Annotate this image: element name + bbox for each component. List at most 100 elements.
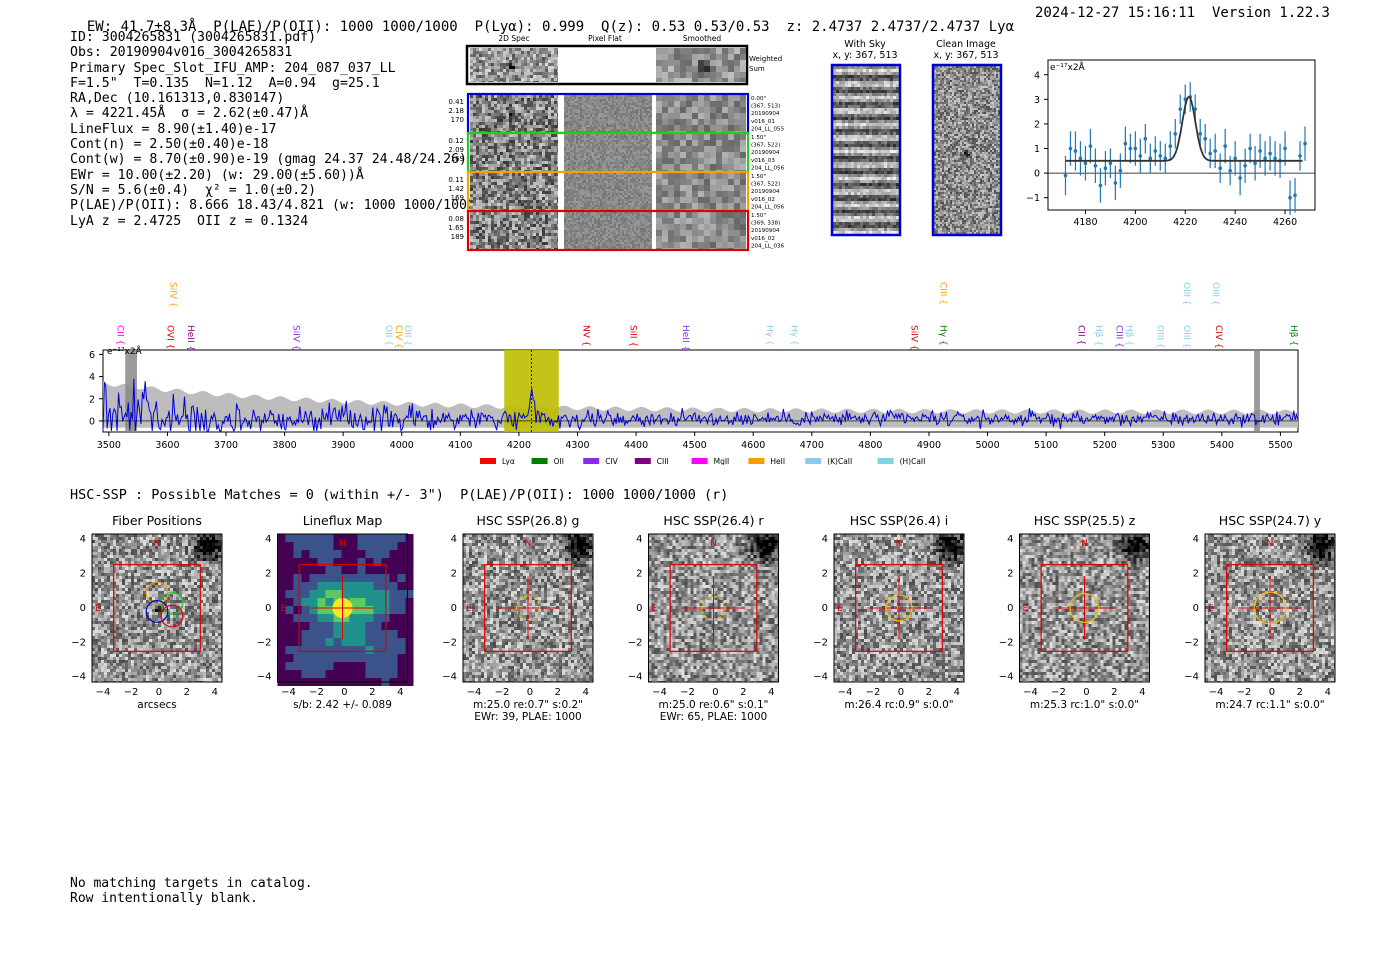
info-line: RA,Dec (10.161313,0.830147) xyxy=(70,91,483,106)
x-tick-label: 3900 xyxy=(331,440,355,451)
fiber-meta: v016_02 xyxy=(751,236,775,242)
x-tick-label: 4 xyxy=(1139,687,1145,698)
hsc-cutout-image xyxy=(1205,534,1335,682)
x-tick-label: 4600 xyxy=(741,440,765,451)
y-tick-label: 4 xyxy=(265,534,271,545)
hsc-caption: m:25.0 re:0.7" s:0.2" xyxy=(473,699,583,711)
x-tick-label: 2 xyxy=(369,687,375,698)
data-point xyxy=(1208,151,1212,156)
data-point xyxy=(1283,146,1287,151)
y-tick-label: 4 xyxy=(451,534,457,545)
x-tick-label: 3600 xyxy=(155,440,179,451)
x-tick-label: 5000 xyxy=(975,440,999,451)
legend-swatch xyxy=(748,458,765,464)
y-tick-label: 0 xyxy=(1007,603,1013,614)
y-tick-label: 1 xyxy=(1034,144,1040,155)
compass-e: E xyxy=(1023,604,1029,614)
fiber-frame xyxy=(466,209,750,252)
y-tick-label: 0 xyxy=(1193,603,1199,614)
fiber-meta: 204_LL_056 xyxy=(751,165,785,171)
x-tick-label: 4 xyxy=(583,687,589,698)
y-tick-label: 2 xyxy=(265,568,271,579)
fiber-smoothed xyxy=(656,95,746,132)
line-marker-label: SiIV { xyxy=(908,325,918,351)
x-tick-label: 2 xyxy=(740,687,746,698)
info-line: Cont(n) = 2.50(±0.40)e-18 xyxy=(70,137,483,152)
fiber-stat: 170 xyxy=(451,116,464,124)
hsc-frame xyxy=(833,533,965,683)
aperture-box xyxy=(1226,564,1314,652)
y-tick-label: 0 xyxy=(1034,169,1040,180)
hsc-panel: Fiber Positions N E −4 4 −2 2 0 0 2 −2 4 −4 arcsecs xyxy=(71,513,223,711)
data-point xyxy=(1198,131,1203,136)
aperture-circle xyxy=(701,595,726,621)
line-marker-label: OII { xyxy=(402,325,412,346)
legend-label: (H)CaII xyxy=(900,457,926,465)
x-tick-label: 4300 xyxy=(565,440,589,451)
fit-curve xyxy=(1065,95,1303,162)
y-tick-label: 4 xyxy=(822,534,828,545)
with-sky-frame xyxy=(830,63,902,237)
hsc-frame xyxy=(277,533,408,683)
fiber-circle xyxy=(145,600,169,623)
y-tick-label: 4 xyxy=(1193,534,1199,545)
data-point xyxy=(1173,131,1178,136)
data-point xyxy=(1083,161,1088,166)
x-tick-label: −2 xyxy=(866,687,881,698)
x-tick-label: 4200 xyxy=(1123,217,1147,228)
x-tick-label: 5400 xyxy=(1210,440,1234,451)
line-marker-label: CIV { xyxy=(1213,325,1223,349)
fiber-meta: 204_LL_056 xyxy=(751,204,785,210)
data-point xyxy=(1303,141,1307,146)
line-marker-label: Hγ { xyxy=(788,325,798,346)
fiber-meta: (367, 522) xyxy=(751,182,780,188)
data-point xyxy=(1193,107,1198,111)
weighted-sum-label: Weighted xyxy=(749,55,782,63)
y-tick-label: −4 xyxy=(257,672,272,683)
summary-header: EW: 41.7±8.3Å P(LAE)/P(OII): 1000 1000/1… xyxy=(70,3,1014,35)
compass-n: N xyxy=(339,539,346,549)
with-sky-image xyxy=(833,66,899,234)
y-tick-label: 2 xyxy=(1007,568,1013,579)
y-tick-label: −2 xyxy=(257,637,272,648)
x-tick-label: 4400 xyxy=(624,440,648,451)
fit-ylabel: e⁻¹⁷x2Å xyxy=(1050,61,1086,73)
footer-line: No matching targets in catalog. xyxy=(70,876,313,891)
data-point xyxy=(1228,168,1232,173)
line-marker-label: CII { xyxy=(1075,325,1085,345)
x-tick-label: 4700 xyxy=(800,440,824,451)
info-line: λ = 4221.45Å σ = 2.62(±0.47)Å xyxy=(70,106,483,121)
x-tick-label: 4 xyxy=(212,687,218,698)
data-point xyxy=(1253,161,1257,166)
weighted-2dspec xyxy=(470,48,558,82)
line-marker-label: CII { xyxy=(115,325,125,345)
hsc-cutout-image xyxy=(648,534,779,682)
fiber-meta: 0.00" xyxy=(751,96,766,102)
fiber-meta: (369, 338) xyxy=(751,221,780,227)
x-tick-label: −4 xyxy=(281,687,296,698)
data-point xyxy=(1128,146,1133,151)
y-tick-label: −2 xyxy=(628,637,643,648)
data-point xyxy=(1258,149,1262,153)
line-marker-label: OIII { xyxy=(1181,325,1191,349)
x-tick-label: 5200 xyxy=(1093,440,1117,451)
hsc-caption: EWr: 39, PLAE: 1000 xyxy=(474,711,581,723)
legend-swatch xyxy=(583,458,600,464)
compass-e: E xyxy=(1208,604,1214,614)
detection-info: ID: 3004265831 (3004265831.pdf) Obs: 2019… xyxy=(70,30,483,229)
fiber-stat: 2.18 xyxy=(448,107,464,115)
y-tick-label: 2 xyxy=(1034,119,1040,130)
error-envelope xyxy=(103,381,1298,428)
x-tick-label: 2 xyxy=(1297,687,1303,698)
x-tick-label: −4 xyxy=(467,687,482,698)
timestamp: 2024-12-27 15:16:11 xyxy=(1035,5,1195,21)
summary-text: EW: 41.7±8.3Å P(LAE)/P(OII): 1000 1000/1… xyxy=(87,19,1014,35)
x-tick-label: 4800 xyxy=(858,440,882,451)
aperture-circle xyxy=(885,594,913,622)
fiber-smoothed xyxy=(656,212,746,249)
y-tick-label: 2 xyxy=(451,568,457,579)
fiber-2dspec xyxy=(470,134,558,171)
compass-e: E xyxy=(281,604,287,614)
